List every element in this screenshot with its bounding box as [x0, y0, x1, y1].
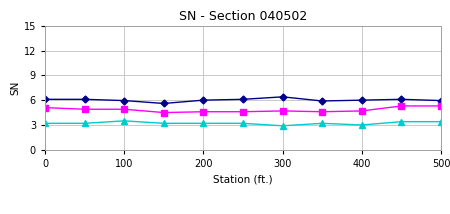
9/15/2008-SN [280, 110, 285, 112]
10/3/1991-SN [320, 100, 325, 102]
10/3/1991-SN [161, 102, 166, 105]
10/3/1991-SN [240, 98, 246, 101]
Y-axis label: SN: SN [11, 80, 21, 95]
1/18/1990-SN [280, 125, 285, 127]
1/18/1990-SN [201, 122, 206, 125]
1/18/1990-SN [399, 120, 404, 123]
Line: 9/15/2008-SN: 9/15/2008-SN [42, 103, 444, 116]
10/3/1991-SN [359, 99, 364, 101]
9/15/2008-SN [122, 108, 127, 111]
9/15/2008-SN [161, 111, 166, 114]
9/15/2008-SN [240, 110, 246, 113]
10/3/1991-SN [42, 98, 48, 101]
1/18/1990-SN [320, 122, 325, 125]
10/3/1991-SN [122, 99, 127, 102]
Title: SN - Section 040502: SN - Section 040502 [179, 10, 307, 23]
1/18/1990-SN [161, 122, 166, 125]
9/15/2008-SN [438, 105, 444, 107]
Line: 1/18/1990-SN: 1/18/1990-SN [42, 118, 444, 129]
9/15/2008-SN [42, 106, 48, 109]
10/3/1991-SN [280, 96, 285, 98]
10/3/1991-SN [201, 99, 206, 101]
9/15/2008-SN [82, 108, 87, 111]
1/18/1990-SN [240, 122, 246, 125]
10/3/1991-SN [82, 98, 87, 101]
10/3/1991-SN [438, 99, 444, 102]
X-axis label: Station (ft.): Station (ft.) [213, 174, 273, 184]
1/18/1990-SN [42, 122, 48, 125]
Line: 10/3/1991-SN: 10/3/1991-SN [43, 94, 443, 106]
9/15/2008-SN [201, 110, 206, 113]
10/3/1991-SN [399, 98, 404, 101]
1/18/1990-SN [82, 122, 87, 125]
9/15/2008-SN [320, 110, 325, 113]
9/15/2008-SN [359, 110, 364, 112]
9/15/2008-SN [399, 105, 404, 107]
1/18/1990-SN [359, 124, 364, 126]
1/18/1990-SN [122, 120, 127, 122]
1/18/1990-SN [438, 120, 444, 123]
